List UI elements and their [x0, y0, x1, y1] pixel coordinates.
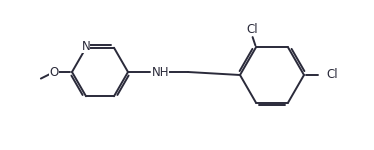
Text: NH: NH: [152, 66, 169, 78]
Text: N: N: [82, 40, 91, 53]
Text: O: O: [49, 66, 59, 78]
Text: Cl: Cl: [326, 69, 338, 81]
Text: Cl: Cl: [246, 23, 258, 36]
